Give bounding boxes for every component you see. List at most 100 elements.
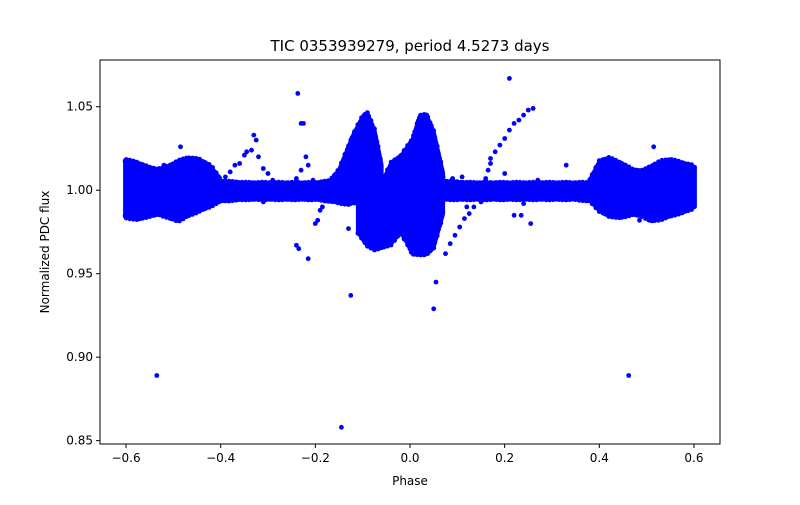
- data-point: [457, 224, 463, 230]
- data-point: [305, 256, 311, 262]
- data-point: [413, 127, 419, 133]
- y-axis: 0.85 0.90 0.95 1.00 1.05: [66, 100, 100, 448]
- data-point: [232, 162, 238, 168]
- data-point: [237, 161, 243, 166]
- data-point: [249, 147, 254, 153]
- x-tick-label: −0.4: [206, 451, 235, 465]
- data-point: [464, 204, 470, 210]
- trail-left-arc: [223, 132, 276, 183]
- data-point: [433, 279, 439, 285]
- data-point: [208, 199, 214, 205]
- data-point: [350, 134, 356, 139]
- data-point: [432, 240, 438, 246]
- data-point: [376, 152, 382, 158]
- data-point: [535, 177, 541, 183]
- data-point: [294, 242, 299, 248]
- x-tick-label: −0.2: [301, 451, 330, 465]
- data-point: [380, 180, 386, 185]
- data-point: [295, 91, 301, 96]
- scattered-points: [154, 76, 657, 430]
- data-point: [320, 179, 325, 185]
- data-point: [438, 220, 444, 226]
- data-point: [462, 216, 467, 222]
- data-point: [588, 197, 594, 203]
- data-point: [372, 126, 377, 132]
- data-point: [275, 186, 280, 192]
- y-tick-label: 0.90: [66, 350, 93, 364]
- data-point: [488, 161, 493, 166]
- data-point: [447, 241, 453, 247]
- data-point: [357, 119, 363, 125]
- data-point: [428, 123, 434, 129]
- data-point: [425, 114, 431, 120]
- data-point: [471, 204, 477, 210]
- data-point: [436, 151, 441, 156]
- data-point: [502, 136, 508, 141]
- data-point: [626, 373, 632, 378]
- data-point: [528, 221, 534, 227]
- x-tick-label: 0.0: [400, 451, 419, 465]
- data-point: [507, 76, 512, 81]
- data-point: [516, 117, 522, 123]
- data-point: [244, 149, 250, 155]
- data-point: [473, 186, 479, 192]
- data-point: [410, 139, 415, 144]
- data-point: [354, 126, 360, 132]
- data-point: [270, 177, 276, 183]
- data-point: [296, 246, 302, 252]
- data-point: [265, 171, 271, 176]
- data-point: [199, 192, 205, 198]
- data-point: [253, 137, 259, 143]
- data-point: [213, 170, 219, 176]
- data-point: [439, 167, 445, 172]
- data-point: [294, 176, 299, 181]
- data-point: [454, 196, 460, 202]
- data-point: [315, 217, 321, 223]
- data-point: [452, 232, 458, 238]
- data-point: [440, 174, 446, 180]
- data-point: [218, 184, 224, 190]
- data-point: [227, 169, 233, 175]
- data-point: [511, 121, 517, 126]
- x-tick-label: 0.6: [684, 451, 703, 465]
- data-point: [258, 196, 264, 202]
- x-axis: −0.6 −0.4 −0.2 0.0 0.2 0.4 0.6: [111, 444, 704, 465]
- data-point: [438, 159, 444, 165]
- data-point: [344, 147, 350, 153]
- data-point: [337, 165, 343, 171]
- data-point: [305, 162, 311, 168]
- data-point: [651, 144, 657, 150]
- data-point: [436, 227, 441, 232]
- data-point: [518, 212, 524, 218]
- data-point: [439, 214, 445, 220]
- y-tick-label: 0.95: [66, 267, 93, 281]
- data-point: [210, 165, 216, 170]
- data-point: [166, 167, 172, 173]
- data-point: [411, 133, 416, 139]
- data-point: [596, 174, 602, 180]
- data-point: [341, 156, 347, 162]
- data-point: [563, 162, 569, 168]
- data-point: [525, 107, 531, 113]
- data-point: [431, 128, 437, 134]
- data-point: [497, 142, 503, 148]
- y-axis-label: Normalized PDC flux: [38, 191, 52, 314]
- data-band-central-dip: [355, 112, 446, 258]
- chart-title: TIC 0353939279, period 4.5273 days: [269, 37, 549, 55]
- data-point: [691, 164, 697, 170]
- data-point: [343, 151, 349, 157]
- data-point: [691, 204, 697, 210]
- data-point: [374, 139, 380, 145]
- data-point: [363, 239, 369, 245]
- data-point: [400, 232, 406, 238]
- data-point: [372, 169, 377, 175]
- data-point: [492, 149, 498, 155]
- data-point: [298, 167, 304, 173]
- data-point: [383, 172, 389, 178]
- data-point: [256, 154, 261, 160]
- data-point: [178, 144, 183, 150]
- data-point: [521, 201, 526, 207]
- data-point: [485, 167, 491, 173]
- data-point: [242, 152, 247, 158]
